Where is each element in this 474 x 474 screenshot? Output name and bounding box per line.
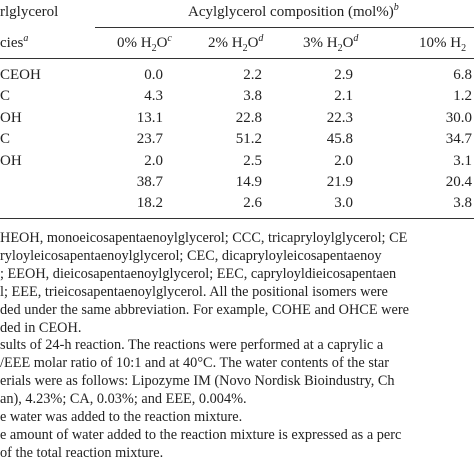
footnote-line: sults of 24-h reaction. The reactions we…	[0, 337, 384, 354]
cell: 13.1	[136, 109, 163, 126]
footnote-marker: d	[258, 33, 264, 44]
row-label: CEOH	[0, 67, 41, 83]
cell: 38.7	[136, 174, 163, 190]
cell: 51.2	[235, 131, 262, 148]
row-label: OH	[0, 109, 22, 126]
subscript: 2	[242, 43, 248, 54]
footnote-line: ; EEOH, dieicosapentaenoylglycerol; EEC,…	[0, 265, 397, 282]
cell: 2.1	[334, 88, 353, 105]
cell: 30.0	[445, 109, 472, 126]
cell: 20.4	[445, 174, 472, 190]
cell: 2.5	[243, 152, 262, 169]
column-header-text: O	[156, 35, 168, 51]
row-label: C	[0, 131, 11, 148]
group-rule	[95, 27, 474, 28]
cell: 3.1	[453, 152, 472, 169]
cell: 22.3	[326, 109, 353, 126]
stub-header-text: cies	[0, 35, 24, 51]
group-header-text: Acylglycerol composition (mol%)	[188, 4, 394, 20]
stub-header: ciesa	[0, 33, 29, 52]
column-header-text: O	[342, 35, 354, 51]
column-header-text: 0% H	[117, 35, 152, 51]
footnote-line: erials were as follows: Lipozyme IM (Nov…	[0, 373, 395, 390]
column-header: 3% H2Od	[303, 33, 359, 54]
cell: 14.9	[235, 174, 262, 190]
footnote-line: ded in CEOH.	[0, 319, 82, 336]
cell: 3.8	[243, 88, 262, 105]
cell: 1.2	[453, 88, 472, 105]
row-label: OH	[0, 152, 22, 169]
cell: 6.8	[453, 67, 472, 83]
cell: 18.2	[136, 195, 163, 212]
footnote-line: e amount of water added to the reaction …	[0, 426, 402, 443]
footnote-line: an), 4.23%; CA, 0.03%; and EEE, 0.004%.	[0, 391, 247, 408]
footnote-marker: b	[393, 2, 399, 13]
group-header: Acylglycerol composition (mol%)b	[188, 2, 399, 21]
row-label: C	[0, 88, 11, 105]
footnote-line: HEOH, monoeicosapentaenoylglycerol; CCC,…	[0, 230, 408, 246]
subscript: 2	[151, 43, 157, 54]
column-header-text: 2% H	[208, 35, 243, 51]
footnote-line: ded under the same abbreviation. For exa…	[0, 301, 409, 318]
footnote-line: of the total reaction mixture.	[0, 444, 164, 461]
footnote-line: l; EEE, trieicosapentaenoylglycerol. All…	[0, 283, 388, 300]
column-header: 0% H2Oc	[117, 33, 172, 54]
footnote-marker: d	[353, 33, 359, 44]
cell: 34.7	[445, 131, 472, 148]
column-header: 2% H2Od	[208, 33, 264, 54]
footnote-marker: c	[167, 33, 172, 44]
column-header-text: 3% H	[303, 35, 338, 51]
cell: 2.2	[243, 67, 262, 83]
cell: 22.8	[235, 109, 262, 126]
footnote-line: e water was added to the reaction mixtur…	[0, 409, 243, 425]
footnote-line: /EEE molar ratio of 10:1 and at 40°C. Th…	[0, 355, 389, 372]
header-rule	[0, 58, 474, 59]
cell: 2.0	[144, 152, 163, 169]
footnote-line: ryloyleicosapentaenoylglycerol; CEC, dic…	[0, 247, 382, 264]
column-header-text: 10% H	[419, 35, 462, 51]
cell: 23.7	[136, 131, 163, 148]
subscript: 2	[461, 43, 467, 54]
column-header: 10% H2	[419, 35, 467, 54]
cell: 21.9	[326, 174, 353, 190]
cell: 2.0	[334, 152, 353, 169]
cell: 45.8	[326, 131, 353, 148]
stub-header: rlglycerol	[0, 4, 59, 20]
cell: 3.8	[453, 195, 472, 212]
footnote-marker: a	[23, 33, 29, 44]
column-header-text: O	[247, 35, 259, 51]
cell: 4.3	[144, 88, 163, 105]
subscript: 2	[337, 43, 343, 54]
cell: 2.9	[334, 67, 353, 83]
cell: 2.6	[243, 195, 262, 212]
bottom-rule	[0, 218, 474, 219]
cell: 3.0	[334, 195, 353, 212]
cell: 0.0	[144, 67, 163, 83]
